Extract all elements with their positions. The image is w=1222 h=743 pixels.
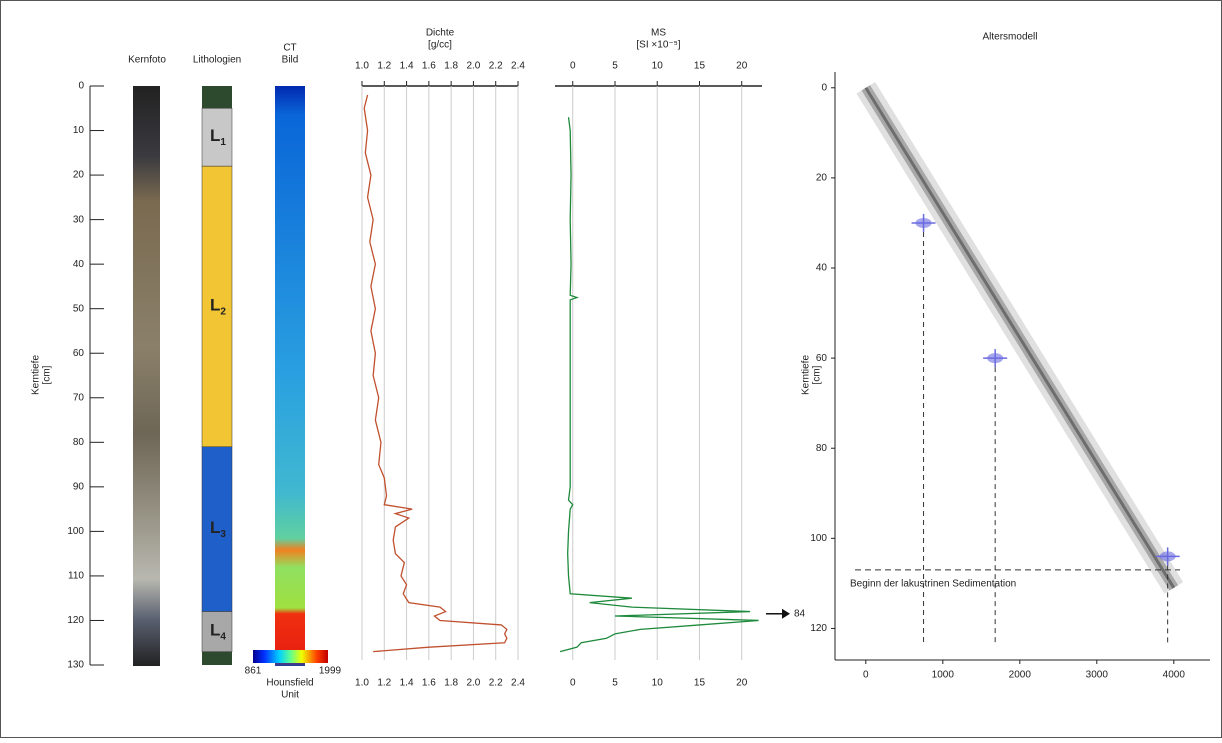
x-tick-label: 2.2 [489, 61, 503, 72]
y-tick-label: 80 [816, 443, 828, 454]
column-title: Kernfoto [128, 55, 166, 66]
model-envelope [861, 85, 1179, 591]
x-tick-label: 1.8 [444, 678, 458, 689]
x-tick-label: 2.4 [511, 678, 525, 689]
y-tick-label: 0 [821, 82, 827, 93]
x-tick-label: 1.8 [444, 61, 458, 72]
colorbar-label: Unit [281, 690, 299, 701]
colorbar-label: Hounsfield [266, 678, 313, 689]
y-tick-label: 110 [68, 571, 84, 582]
y-tick-label: 50 [73, 303, 85, 314]
x-tick-label: 1.4 [400, 678, 414, 689]
y-tick-label: 20 [816, 173, 828, 184]
y-tick-label: 80 [73, 437, 85, 448]
x-tick-label: 10 [652, 678, 664, 689]
x-tick-label: 1.2 [377, 61, 391, 72]
x-tick-label: 2.2 [489, 678, 503, 689]
y-tick-label: 70 [73, 392, 85, 403]
x-tick-label: 5 [612, 678, 618, 689]
profile-line [559, 117, 759, 653]
y-axis-label: Kerntiefe [801, 355, 812, 395]
y-tick-label: 10 [73, 125, 85, 136]
lithology-cap [202, 651, 232, 665]
y-tick-label: 20 [73, 170, 85, 181]
profile-line [363, 94, 508, 653]
x-tick-label: 2000 [1009, 670, 1032, 681]
column-title: CT [283, 43, 296, 54]
lithology-label: L1 [210, 127, 226, 148]
y-tick-label: 60 [73, 348, 85, 359]
y-tick-label: 100 [810, 533, 827, 544]
lithology-unit [201, 165, 233, 448]
column-title: Bild [282, 55, 299, 66]
boundary-label: Beginn der lakustrinen Sedimentation [850, 579, 1016, 590]
model-envelope [856, 82, 1184, 594]
y-tick-label: 60 [816, 353, 828, 364]
chart-title: [g/cc] [428, 40, 452, 51]
column-title: Lithologien [193, 55, 241, 66]
x-tick-label: 15 [694, 61, 706, 72]
chart-title: MS [651, 28, 666, 39]
colorbar-min: 861 [245, 666, 262, 677]
chart-title: Altersmodell [982, 32, 1037, 43]
y-axis-label: [cm] [812, 365, 823, 384]
x-tick-label: 1.0 [355, 678, 369, 689]
y-tick-label: 130 [67, 660, 84, 671]
lithology-label: L3 [210, 519, 226, 540]
x-tick-label: 3000 [1086, 670, 1109, 681]
x-tick-label: 1.6 [422, 678, 436, 689]
model-core [864, 86, 1176, 589]
x-tick-label: 1.4 [400, 61, 414, 72]
colorbar-max: 1999 [319, 666, 342, 677]
chart-title: Dichte [426, 28, 455, 39]
x-tick-label: 1.6 [422, 61, 436, 72]
y-tick-label: 0 [78, 81, 84, 92]
lithology-label: L2 [210, 296, 226, 317]
x-tick-label: 1.0 [355, 61, 369, 72]
x-tick-label: 2.0 [466, 61, 480, 72]
x-tick-label: 1000 [932, 670, 955, 681]
core-photo [133, 86, 160, 666]
chart-title: [SI ×10⁻⁵] [636, 40, 680, 51]
x-tick-label: 5 [612, 61, 618, 72]
lithology-unit [201, 108, 233, 167]
x-tick-label: 1.2 [377, 678, 391, 689]
y-tick-label: 100 [67, 526, 84, 537]
y-tick-label: 40 [816, 263, 828, 274]
y-tick-label: 30 [73, 214, 85, 225]
ct-image [275, 86, 305, 666]
y-tick-label: 40 [73, 259, 85, 270]
colorbar [253, 650, 328, 663]
x-tick-label: 0 [570, 678, 576, 689]
annotation-label: 84 [794, 608, 806, 619]
x-tick-label: 0 [863, 670, 869, 681]
arrow-head [782, 608, 790, 619]
y-tick-label: 90 [73, 481, 85, 492]
x-tick-label: 2.0 [466, 678, 480, 689]
x-tick-label: 10 [652, 61, 664, 72]
y-tick-label: 120 [810, 623, 827, 634]
x-tick-label: 0 [570, 61, 576, 72]
x-tick-label: 15 [694, 678, 706, 689]
y-axis-label: [cm] [42, 365, 53, 384]
x-tick-label: 20 [736, 678, 748, 689]
lithology-label: L4 [210, 621, 226, 642]
y-axis-label: Kerntiefe [31, 355, 42, 395]
x-tick-label: 4000 [1163, 670, 1186, 681]
x-tick-label: 20 [736, 61, 748, 72]
y-tick-label: 120 [67, 615, 84, 626]
lithology-unit [201, 611, 233, 652]
x-tick-label: 2.4 [511, 61, 525, 72]
lithology-cap [202, 86, 232, 109]
